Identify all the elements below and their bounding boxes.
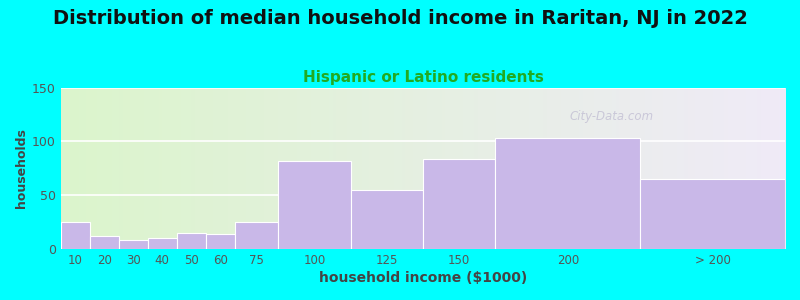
Bar <box>90 236 119 249</box>
Bar <box>350 190 423 249</box>
Bar <box>495 138 640 249</box>
Bar <box>148 238 177 249</box>
Text: Distribution of median household income in Raritan, NJ in 2022: Distribution of median household income … <box>53 9 747 28</box>
Bar <box>119 240 148 249</box>
Bar <box>234 222 278 249</box>
Bar <box>206 234 234 249</box>
Bar <box>423 159 495 249</box>
Bar <box>61 222 90 249</box>
X-axis label: household income ($1000): household income ($1000) <box>319 271 527 285</box>
Bar <box>177 233 206 249</box>
Bar <box>278 161 350 249</box>
Y-axis label: households: households <box>15 128 28 208</box>
Bar <box>640 179 785 249</box>
Title: Hispanic or Latino residents: Hispanic or Latino residents <box>302 70 543 85</box>
Text: City-Data.com: City-Data.com <box>569 110 654 123</box>
